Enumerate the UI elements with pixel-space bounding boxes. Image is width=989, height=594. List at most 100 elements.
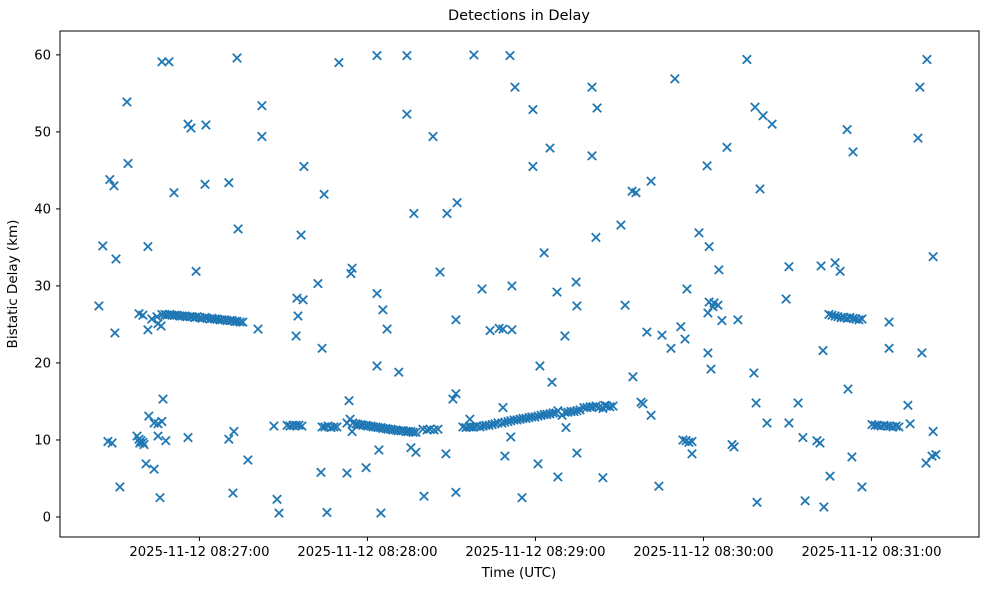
point-marker (243, 455, 253, 465)
point-marker (915, 82, 925, 93)
axis-ticks: 2025-11-12 08:27:00 2025-11-12 08:28:00 20… (34, 48, 941, 560)
point-marker (587, 82, 597, 93)
point-marker (442, 208, 452, 219)
point-marker (505, 432, 516, 442)
point-marker (469, 50, 479, 60)
point-marker (742, 54, 752, 65)
point-marker (816, 261, 826, 271)
chart-title: Detections in Delay (448, 8, 590, 24)
point-marker (714, 264, 724, 275)
point-marker (487, 419, 497, 430)
point-marker (402, 109, 412, 120)
point-marker (402, 50, 412, 61)
point-marker (815, 438, 825, 448)
point-marker (733, 314, 743, 325)
point-marker (587, 150, 597, 161)
point-marker (670, 73, 680, 84)
point-marker (646, 410, 656, 421)
point-marker (675, 321, 686, 332)
point-marker (678, 435, 688, 445)
point-marker (842, 124, 852, 135)
point-marker (545, 143, 555, 153)
point-marker (138, 310, 148, 321)
point-marker (294, 420, 304, 431)
point-marker (560, 331, 570, 341)
point-marker (298, 294, 308, 305)
point-marker (684, 437, 694, 448)
point-marker (503, 416, 513, 427)
point-marker (547, 377, 557, 388)
point-marker (631, 187, 641, 198)
point-marker (374, 445, 384, 455)
point-marker (928, 251, 938, 262)
point-marker (146, 314, 157, 324)
point-marker (164, 56, 174, 67)
point-marker (569, 406, 579, 417)
point-marker (372, 50, 382, 61)
point-marker (535, 361, 545, 371)
point-marker (500, 451, 510, 461)
point-marker (408, 427, 418, 438)
point-marker (922, 54, 932, 65)
point-marker (498, 324, 508, 334)
point-marker (884, 317, 894, 327)
y-tick-label: 50 (34, 125, 51, 140)
point-marker (498, 402, 508, 413)
point-marker (591, 232, 601, 243)
point-marker (800, 495, 810, 506)
point-marker (141, 458, 151, 469)
point-marker (507, 324, 517, 335)
point-marker (539, 247, 549, 258)
point-marker (784, 261, 794, 272)
point-marker (722, 142, 732, 153)
point-marker (451, 388, 461, 399)
point-marker (781, 294, 791, 304)
point-marker (376, 508, 386, 518)
point-marker (891, 421, 901, 431)
point-marker (528, 104, 538, 115)
point-marker (903, 400, 913, 411)
point-marker (200, 179, 210, 190)
point-marker (158, 394, 168, 404)
point-marker (155, 492, 165, 503)
point-marker (857, 314, 867, 324)
point-marker (451, 487, 461, 498)
point-marker (452, 197, 462, 208)
point-marker (104, 174, 115, 185)
point-marker (767, 119, 777, 130)
x-tick-label: 2025-11-12 08:29:00 (465, 545, 605, 560)
point-marker (702, 160, 712, 171)
point-marker (317, 343, 327, 354)
scatter-points (94, 50, 941, 518)
point-marker (334, 57, 344, 68)
point-marker (143, 241, 153, 252)
point-marker (435, 267, 445, 277)
point-marker (605, 401, 615, 412)
point-marker (411, 427, 421, 438)
point-marker (160, 435, 171, 446)
point-marker (139, 439, 149, 450)
point-marker (186, 123, 196, 133)
point-marker (928, 426, 938, 437)
point-marker (843, 384, 853, 394)
point-marker (638, 398, 648, 409)
point-marker (237, 317, 248, 327)
point-marker (857, 482, 867, 492)
point-marker (598, 472, 608, 483)
point-marker (191, 266, 201, 277)
point-marker (451, 314, 461, 325)
y-tick-label: 40 (34, 202, 51, 217)
point-marker (143, 411, 154, 421)
x-axis-label: Time (UTC) (481, 565, 557, 581)
point-marker (296, 230, 306, 240)
point-marker (548, 408, 558, 418)
point-marker (223, 434, 234, 445)
point-marker (419, 491, 429, 502)
point-marker (409, 208, 419, 219)
y-tick-label: 0 (43, 510, 51, 525)
point-marker (122, 97, 132, 107)
point-marker (517, 492, 527, 503)
point-marker (642, 327, 652, 337)
point-marker (750, 102, 760, 113)
